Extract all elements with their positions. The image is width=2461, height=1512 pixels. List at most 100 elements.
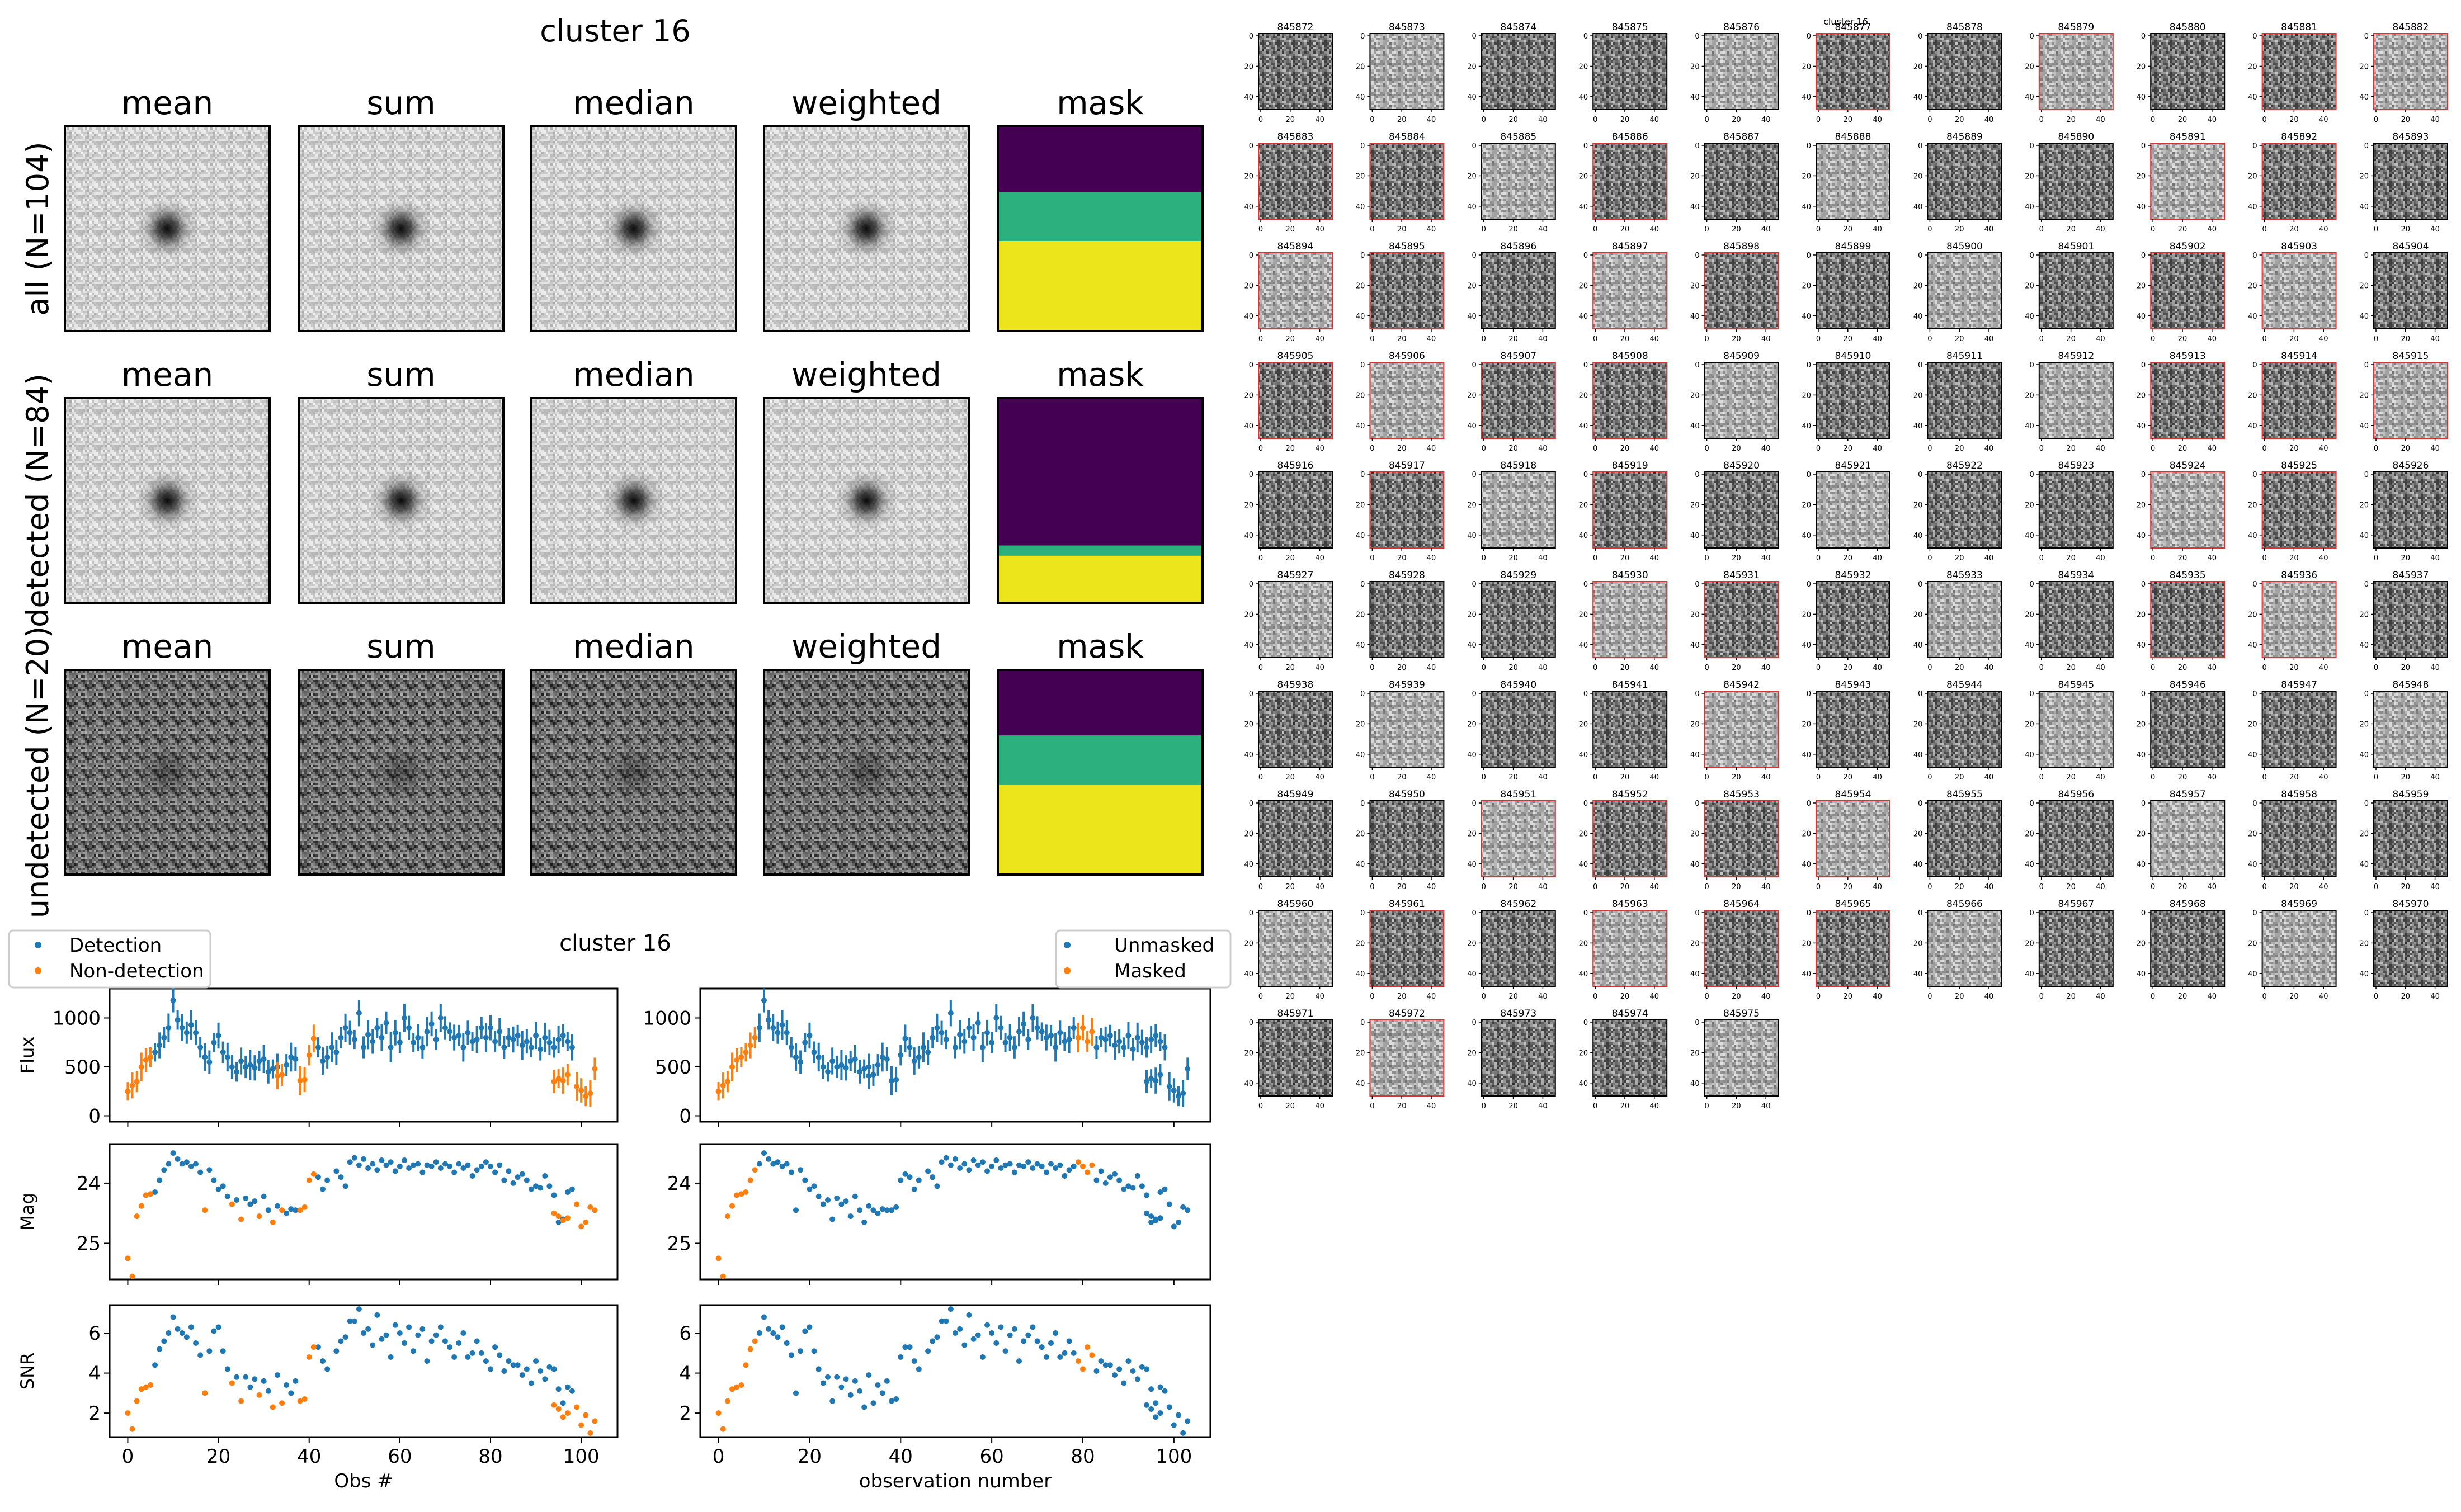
x-tick-label: 20 xyxy=(798,1445,822,1468)
cutout-image xyxy=(1593,253,1667,329)
cutout-label: 845958 xyxy=(2281,789,2317,800)
cutout-x-tick-label: 20 xyxy=(2289,883,2299,891)
data-point xyxy=(815,1366,822,1372)
cutout-x-tick-label: 40 xyxy=(1427,335,1436,343)
cutout-x-tick-label: 40 xyxy=(1427,554,1436,563)
data-point xyxy=(998,1025,1004,1031)
data-point xyxy=(193,1029,199,1036)
data-point xyxy=(506,1168,512,1174)
cutout-frame xyxy=(2038,581,2114,658)
data-point xyxy=(428,1338,435,1344)
panel-frame xyxy=(699,1304,1211,1438)
cutout-frame xyxy=(1592,33,1668,110)
cutout-label: 845897 xyxy=(1612,241,1648,252)
cutout-x-tick-label: 40 xyxy=(1315,554,1324,563)
cutout-x-tick-label: 40 xyxy=(1538,335,1548,343)
data-point xyxy=(310,1036,317,1042)
cutout-x-tick-label: 40 xyxy=(1427,225,1436,234)
data-point xyxy=(555,1219,562,1225)
data-point xyxy=(807,1324,813,1330)
cutout-image xyxy=(1704,362,1779,438)
cutout-y-tick-label: 20 xyxy=(2248,391,2257,400)
cutout-y-tick-label: 40 xyxy=(1690,1080,1700,1088)
cutout-y-tick-label: 40 xyxy=(1913,422,1923,431)
data-point xyxy=(1011,1045,1017,1050)
cutout-x-tick-label: 40 xyxy=(2096,773,2105,782)
data-point xyxy=(825,1069,831,1075)
cutout-label: 845912 xyxy=(2058,351,2094,362)
cutout-y-tick-label: 0 xyxy=(1472,252,1477,260)
cutout-y-tick-label: 0 xyxy=(1918,909,1922,918)
data-point xyxy=(347,1159,353,1165)
data-point xyxy=(284,1210,290,1216)
cutout-y-tick-label: 20 xyxy=(1690,939,1700,948)
data-point xyxy=(852,1193,858,1199)
cutout-x-tick-label: 0 xyxy=(1482,225,1486,234)
cutout-x-tick-label: 0 xyxy=(1704,335,1709,343)
x-tick-label: 40 xyxy=(889,1445,913,1468)
data-point xyxy=(365,1326,371,1332)
cutout-x-tick-label: 20 xyxy=(2066,445,2076,453)
cutout-image xyxy=(1704,472,1779,548)
cutout-label: 845936 xyxy=(2281,570,2317,581)
cutout-frame-masked xyxy=(2261,471,2337,549)
cutout-frame-masked xyxy=(1258,362,1333,439)
cutout-y-tick-label: 0 xyxy=(1360,1019,1365,1027)
cutout-y-tick-label: 0 xyxy=(2364,800,2369,808)
cutout-y-tick-label: 0 xyxy=(1249,142,1253,150)
cutout-label: 845874 xyxy=(1500,22,1536,33)
cutout-frame xyxy=(1816,581,1890,658)
data-point xyxy=(488,1366,493,1372)
data-point xyxy=(993,1340,1000,1346)
data-point xyxy=(1021,1021,1027,1027)
cutout-y-tick-label: 40 xyxy=(1690,532,1700,540)
cutout-y-tick-label: 20 xyxy=(1802,391,1811,400)
cutout-label: 845881 xyxy=(2281,22,2317,33)
cutout-y-tick-label: 40 xyxy=(2137,861,2146,869)
stack-column-title: mask xyxy=(1057,627,1144,665)
data-point xyxy=(379,1336,385,1342)
data-point xyxy=(1148,1386,1154,1392)
data-point xyxy=(1139,1364,1145,1370)
cutout-x-tick-label: 40 xyxy=(1761,664,1771,672)
data-point xyxy=(564,1215,571,1221)
cutout-x-tick-label: 40 xyxy=(1761,116,1771,124)
data-point xyxy=(492,1344,498,1350)
data-point xyxy=(793,1390,799,1396)
cutout-y-tick-label: 0 xyxy=(1583,361,1588,370)
cutout-x-tick-label: 40 xyxy=(2430,664,2440,672)
cutout-label: 845949 xyxy=(1277,789,1314,800)
data-point xyxy=(519,1042,525,1048)
cutout-y-tick-label: 40 xyxy=(2359,970,2369,979)
data-point xyxy=(193,1161,199,1167)
data-point xyxy=(129,1426,135,1432)
y-tick-label: 0 xyxy=(88,1105,101,1128)
y-tick-label: 1000 xyxy=(52,1008,101,1030)
cutout-x-tick-label: 20 xyxy=(2178,116,2187,124)
cutout-y-tick-label: 40 xyxy=(1467,532,1477,540)
data-point xyxy=(1180,1090,1186,1097)
cutout-frame-masked xyxy=(2150,581,2226,658)
data-point xyxy=(152,1049,158,1055)
cutout-x-tick-label: 20 xyxy=(1508,225,1518,234)
cutout-image xyxy=(2151,34,2225,110)
legend-marker-nondetection xyxy=(35,967,41,974)
data-point xyxy=(1125,1183,1132,1189)
cutout-x-tick-label: 40 xyxy=(1873,335,1882,343)
cutout-frame xyxy=(1592,691,1668,768)
cutout-x-tick-label: 20 xyxy=(1620,993,1630,1001)
cutout-x-tick-label: 20 xyxy=(1955,883,1964,891)
